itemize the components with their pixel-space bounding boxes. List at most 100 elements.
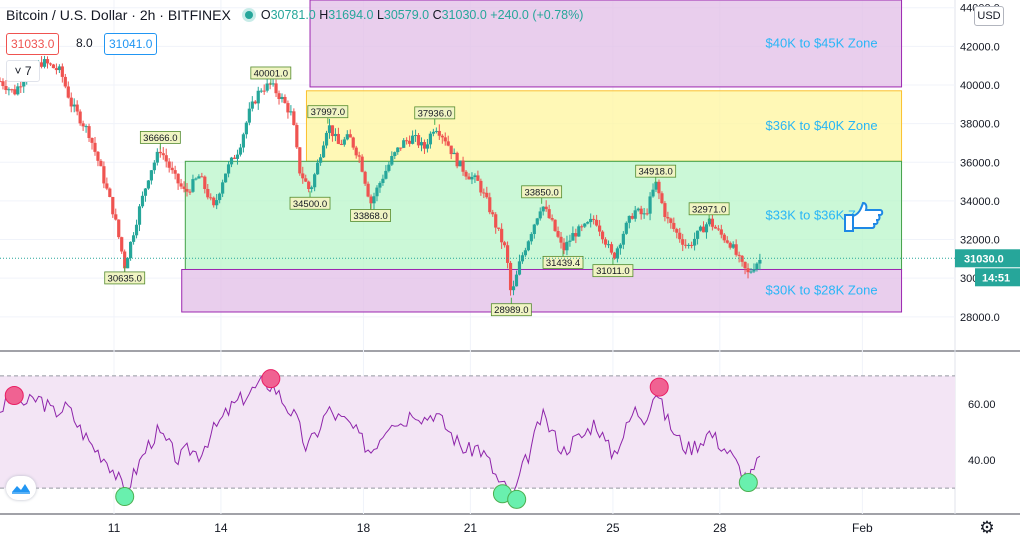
candle-body: [348, 134, 352, 138]
candle-body: [514, 274, 519, 287]
zone-rect: [181, 268, 903, 313]
candle-body: [568, 240, 572, 242]
candle-body: [226, 164, 231, 174]
open-value: 30781.0: [270, 8, 316, 22]
candle-body: [194, 178, 198, 180]
candle-body: [152, 162, 156, 171]
settings-icon[interactable]: ⚙: [979, 518, 995, 537]
rsi-tick-label: 40.00: [968, 455, 996, 467]
interval-toggle-button[interactable]: ˅ 7: [6, 60, 40, 82]
price-label-box: [592, 264, 634, 278]
price-label-text: 37997.0: [311, 107, 345, 118]
close-label: C: [432, 8, 442, 22]
candle-body: [167, 161, 171, 168]
tradingview-logo-icon[interactable]: [6, 476, 36, 500]
candle-body: [111, 197, 115, 215]
candle-body: [479, 180, 483, 193]
candle-body: [408, 140, 412, 144]
candle-body: [54, 68, 58, 71]
candle-body: [81, 123, 85, 127]
candle-body: [176, 173, 180, 184]
candle-body: [586, 222, 590, 224]
candle-body: [244, 122, 248, 135]
candle-body: [375, 187, 379, 197]
candle-body: [692, 238, 697, 246]
hand-pointer-icon: [844, 201, 884, 232]
spread-value: 8.0: [76, 36, 93, 50]
candle-body: [443, 137, 447, 142]
candle-body: [13, 89, 17, 95]
candle-body: [318, 157, 323, 163]
candle-body: [161, 153, 165, 156]
candle-body: [606, 244, 611, 246]
rsi-tick-label: 60.00: [968, 399, 996, 411]
candle-body: [229, 157, 234, 165]
candle-body: [728, 242, 732, 248]
candle-body: [324, 132, 329, 146]
candle-body: [645, 213, 649, 215]
candle-body: [310, 187, 314, 190]
candle-body: [405, 140, 409, 142]
candle-body: [476, 175, 480, 181]
price-tick-label: 38000.0: [960, 119, 1000, 131]
last-price-tag: [955, 249, 1020, 268]
price-label-box: [635, 164, 677, 178]
price-label-text: 36666.0: [143, 133, 177, 144]
candle-body: [179, 183, 183, 187]
candle-body: [42, 59, 47, 67]
candle-body: [289, 111, 293, 113]
candle-body: [149, 170, 153, 181]
buy-price-button[interactable]: 31041.0: [104, 33, 158, 55]
candle-body: [485, 192, 489, 198]
zone-label: $30K to $28K Zone: [766, 283, 878, 298]
candle-body: [60, 66, 64, 77]
candle-body: [562, 242, 566, 251]
currency-button[interactable]: USD: [974, 6, 1004, 26]
candle-body: [22, 80, 26, 87]
candle-body: [541, 206, 545, 212]
candle-body: [752, 269, 756, 272]
candle-body: [69, 97, 73, 107]
candle-body: [253, 101, 257, 104]
price-tick-label: 34000.0: [960, 196, 1000, 208]
candle-body: [354, 147, 358, 156]
candle-body: [681, 239, 685, 245]
chevron-down-icon: ˅: [14, 64, 22, 78]
candles-group: [0, 55, 762, 296]
candle-body: [482, 192, 486, 194]
price-label-box: [289, 196, 331, 210]
candle-body: [550, 218, 554, 220]
candle-body: [464, 171, 468, 177]
candle-body: [636, 208, 640, 211]
candle-body: [571, 233, 575, 241]
candle-body: [39, 62, 44, 67]
price-tick-label: 40000.0: [960, 80, 1000, 92]
candle-body: [755, 263, 759, 270]
candle-body: [716, 228, 720, 230]
candle-body: [342, 139, 346, 145]
price-label-box: [542, 255, 584, 269]
candle-body: [669, 218, 673, 223]
candle-body: [218, 193, 222, 201]
candle-body: [360, 156, 364, 172]
candle-body: [393, 152, 397, 157]
candle-body: [215, 200, 219, 206]
candle-body: [648, 196, 652, 214]
sell-price-button[interactable]: 31033.0: [6, 33, 60, 55]
candle-body: [363, 171, 367, 184]
candle-body: [206, 188, 210, 198]
candle-body: [105, 183, 109, 189]
candle-body: [615, 248, 620, 259]
candle-body: [695, 230, 700, 239]
candle-body: [256, 90, 260, 104]
candle-body: [271, 83, 275, 85]
chart-header: Bitcoin / U.S. Dollar · 2h · BITFINEX O3…: [0, 0, 583, 30]
time-tick-label: 18: [357, 521, 371, 535]
candle-body: [523, 250, 527, 256]
candle-body: [330, 125, 335, 137]
candle-body: [580, 226, 584, 228]
change-value: +240.0 (+0.78%): [490, 8, 584, 22]
symbol-title[interactable]: Bitcoin / U.S. Dollar · 2h · BITFINEX: [6, 7, 231, 23]
candle-body: [455, 152, 459, 167]
